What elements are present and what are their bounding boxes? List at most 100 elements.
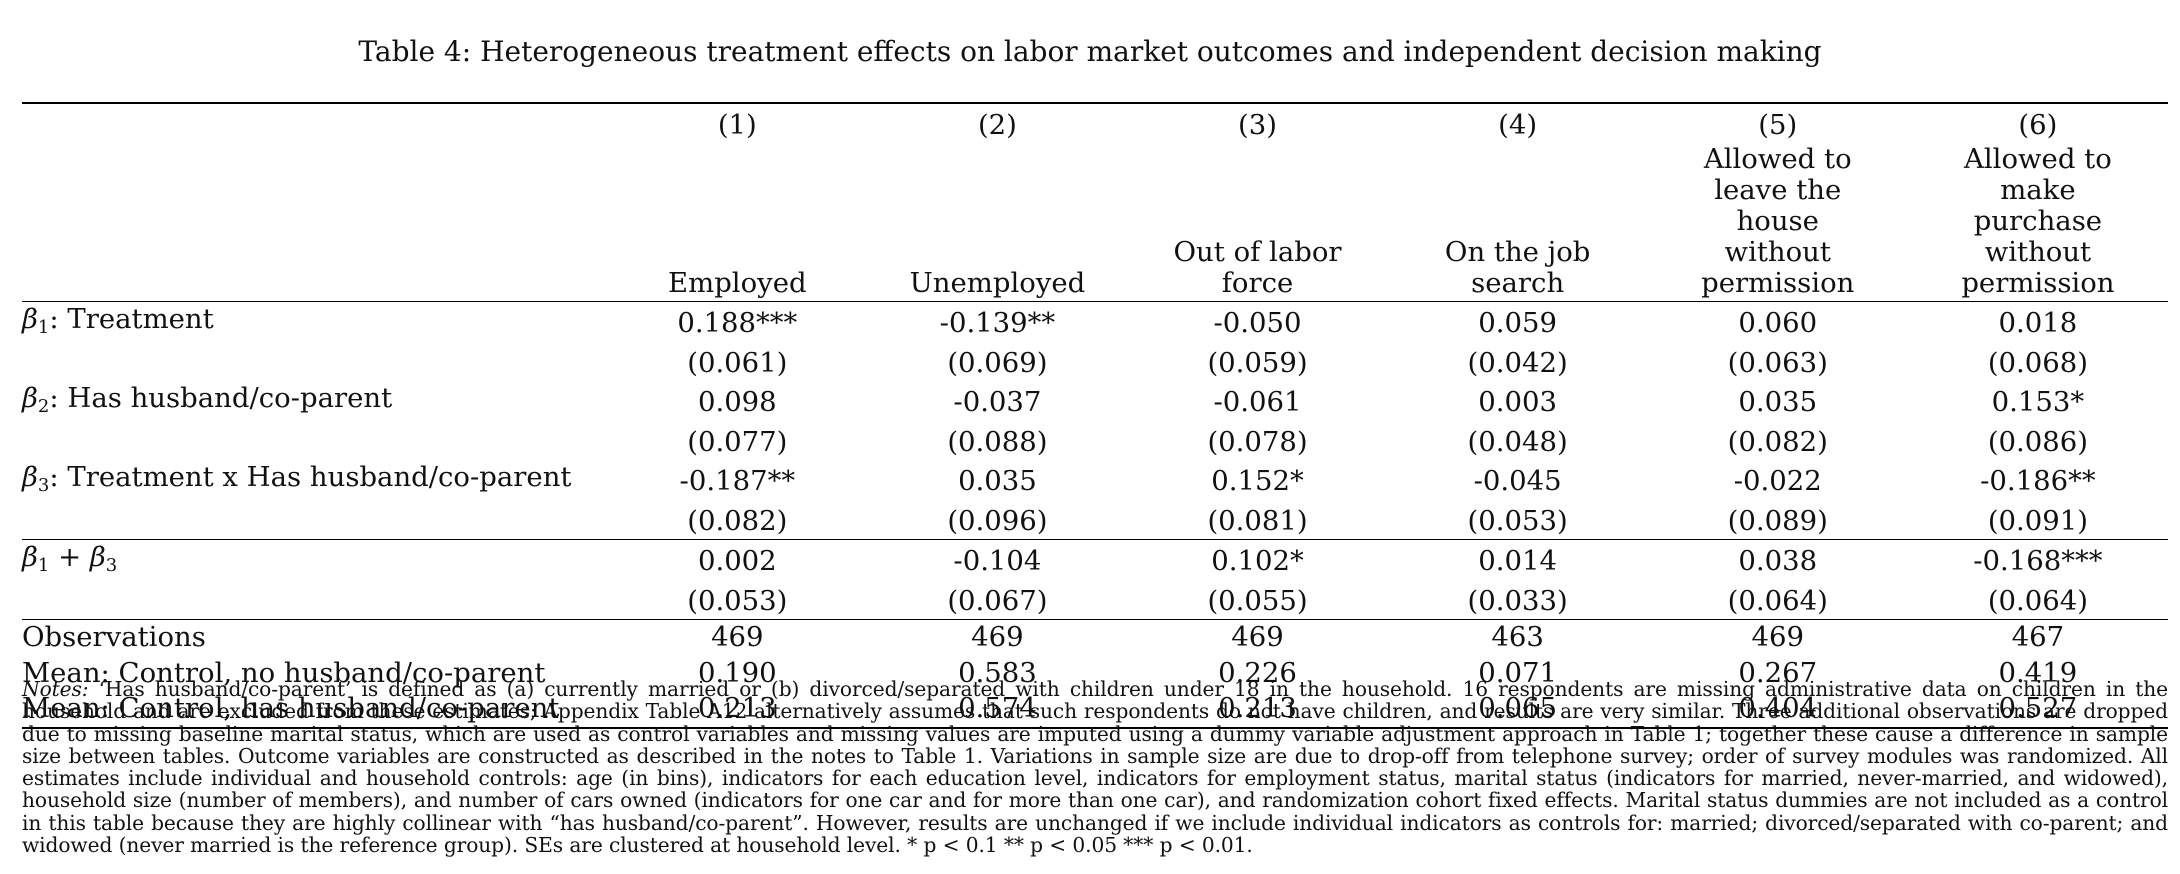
- mean-cell: 0.527: [1907, 691, 2168, 729]
- header-blank-cell: [22, 144, 607, 302]
- mean-row-no-husband: Mean: Control, no husband/co-parent 0.19…: [22, 656, 2168, 692]
- column-number: (2): [867, 102, 1128, 144]
- se-cell: (0.053): [687, 584, 788, 617]
- row-label: Observations: [22, 619, 608, 656]
- se-cell: (0.063): [1727, 346, 1828, 379]
- obs-cell: 467: [1907, 619, 2168, 656]
- coef-cell: -0.050: [1127, 301, 1388, 346]
- se-cell: (0.042): [1467, 346, 1568, 379]
- column-number: (6): [1907, 102, 2168, 144]
- coef-cell: 0.035: [1738, 386, 1818, 418]
- row-label: β1: Treatment: [22, 301, 608, 346]
- se-row-beta1-plus-beta3: (0.053) (0.067) (0.055) (0.033) (0.064) …: [22, 584, 2168, 620]
- se-cell: (0.078): [1207, 425, 1308, 458]
- row-label: Mean: Control, no husband/co-parent: [22, 656, 546, 689]
- coef-cell: -0.139**: [867, 301, 1128, 346]
- coef-row-beta2: β2: Has husband/co-parent 0.098 -0.037 -…: [22, 381, 2168, 425]
- coef-cell: -0.045: [1473, 465, 1562, 497]
- coef-cell: 0.035: [958, 465, 1037, 497]
- mean-cell: 0.071: [1478, 656, 1558, 689]
- column-header: Allowed to make purchase without permiss…: [1908, 142, 2168, 302]
- column-header: Allowed to leave the house without permi…: [1648, 142, 1908, 302]
- coef-cell: -0.168***: [1907, 539, 2168, 584]
- table-caption: Table 4: Heterogeneous treatment effects…: [358, 35, 1822, 68]
- row-label-blank: [22, 504, 607, 540]
- obs-cell: 469: [607, 619, 868, 656]
- notes-lead: Notes:: [22, 677, 89, 701]
- se-cell: (0.048): [1467, 425, 1568, 458]
- se-cell: (0.081): [1207, 504, 1308, 537]
- column-name: Allowed to make purchase without permiss…: [1961, 142, 2115, 299]
- mean-cell: 0.419: [1998, 656, 2078, 689]
- se-cell: (0.061): [687, 346, 788, 379]
- column-name: Unemployed: [909, 266, 1086, 299]
- row-label-blank: [22, 425, 607, 461]
- se-cell: (0.091): [1987, 504, 2088, 537]
- se-row-beta3: (0.082) (0.096) (0.081) (0.053) (0.089) …: [22, 504, 2168, 540]
- obs-cell: 469: [867, 619, 1128, 656]
- mean-cell: 0.190: [697, 656, 777, 689]
- coef-cell: -0.104: [867, 539, 1128, 584]
- mean-cell: 0.226: [1218, 656, 1297, 689]
- obs-cell: 469: [1127, 619, 1388, 656]
- mean-cell: 0.065: [1387, 691, 1648, 729]
- coef-cell: 0.152*: [1211, 465, 1304, 497]
- coef-row-beta3: β3: Treatment x Has husband/co-parent -0…: [22, 460, 2168, 504]
- se-cell: (0.033): [1467, 584, 1568, 617]
- se-cell: (0.089): [1727, 504, 1828, 537]
- coef-cell: -0.187**: [679, 465, 796, 497]
- obs-cell: 469: [1647, 619, 1908, 656]
- row-label-blank: [22, 584, 607, 620]
- se-cell: (0.086): [1987, 425, 2088, 458]
- column-number: (3): [1127, 102, 1388, 144]
- coef-cell: -0.037: [953, 386, 1042, 418]
- se-cell: (0.088): [947, 425, 1048, 458]
- coef-cell: 0.014: [1387, 539, 1648, 584]
- header-blank-cell: [22, 102, 608, 144]
- mean-cell: 0.213: [1127, 691, 1388, 729]
- se-cell: (0.068): [1987, 346, 2088, 379]
- column-header: Employed: [607, 144, 867, 302]
- coef-cell: 0.098: [697, 386, 777, 418]
- obs-cell: 463: [1387, 619, 1648, 656]
- observations-row: Observations 469 469 469 463 469 467: [22, 619, 2168, 656]
- se-cell: (0.096): [947, 504, 1048, 537]
- coef-cell: -0.061: [1213, 386, 1302, 418]
- coef-cell: 0.102*: [1127, 539, 1388, 584]
- coef-cell: 0.002: [607, 539, 868, 584]
- notes-text: ‘Has husband/co-parent’ is defined as (a…: [22, 677, 2168, 858]
- column-header: Unemployed: [867, 144, 1127, 302]
- coef-cell: -0.186**: [1980, 465, 2096, 497]
- column-number-row: (1) (2) (3) (4) (5) (6): [22, 102, 2168, 144]
- row-label: β3: Treatment x Has husband/co-parent: [22, 461, 572, 496]
- mean-cell: 0.213: [607, 691, 868, 729]
- se-cell: (0.053): [1467, 504, 1568, 537]
- row-label-blank: [22, 346, 607, 382]
- se-cell: (0.082): [1727, 425, 1828, 458]
- column-name-row: Employed Unemployed Out of labor force O…: [22, 142, 2168, 302]
- column-name: Employed: [668, 266, 807, 299]
- row-label: β1 + β3: [22, 539, 608, 584]
- mean-row-has-husband: Mean: Control, has husband/co-parent 0.2…: [22, 691, 2168, 729]
- coef-cell: -0.022: [1733, 465, 1822, 497]
- column-number: (5): [1647, 102, 1908, 144]
- column-name: Out of labor force: [1173, 235, 1342, 299]
- table-notes: Notes: ‘Has husband/co-parent’ is define…: [22, 678, 2168, 856]
- se-cell: (0.055): [1207, 584, 1308, 617]
- mean-cell: 0.583: [958, 656, 1037, 689]
- column-name: Allowed to leave the house without permi…: [1701, 142, 1855, 299]
- coef-cell: 0.003: [1478, 386, 1558, 418]
- coef-row-beta1-plus-beta3: β1 + β3 0.002 -0.104 0.102* 0.014 0.038 …: [22, 539, 2168, 584]
- column-header: On the job search: [1388, 144, 1648, 302]
- se-row-beta2: (0.077) (0.088) (0.078) (0.048) (0.082) …: [22, 425, 2168, 461]
- coef-cell: 0.018: [1907, 301, 2168, 346]
- coef-cell: 0.038: [1647, 539, 1908, 584]
- coef-cell: 0.060: [1647, 301, 1908, 346]
- column-number: (4): [1387, 102, 1648, 144]
- se-cell: (0.077): [687, 425, 788, 458]
- row-label: β2: Has husband/co-parent: [22, 382, 393, 417]
- mean-cell: 0.404: [1647, 691, 1908, 729]
- mean-cell: 0.267: [1738, 656, 1818, 689]
- mean-cell: 0.574: [867, 691, 1128, 729]
